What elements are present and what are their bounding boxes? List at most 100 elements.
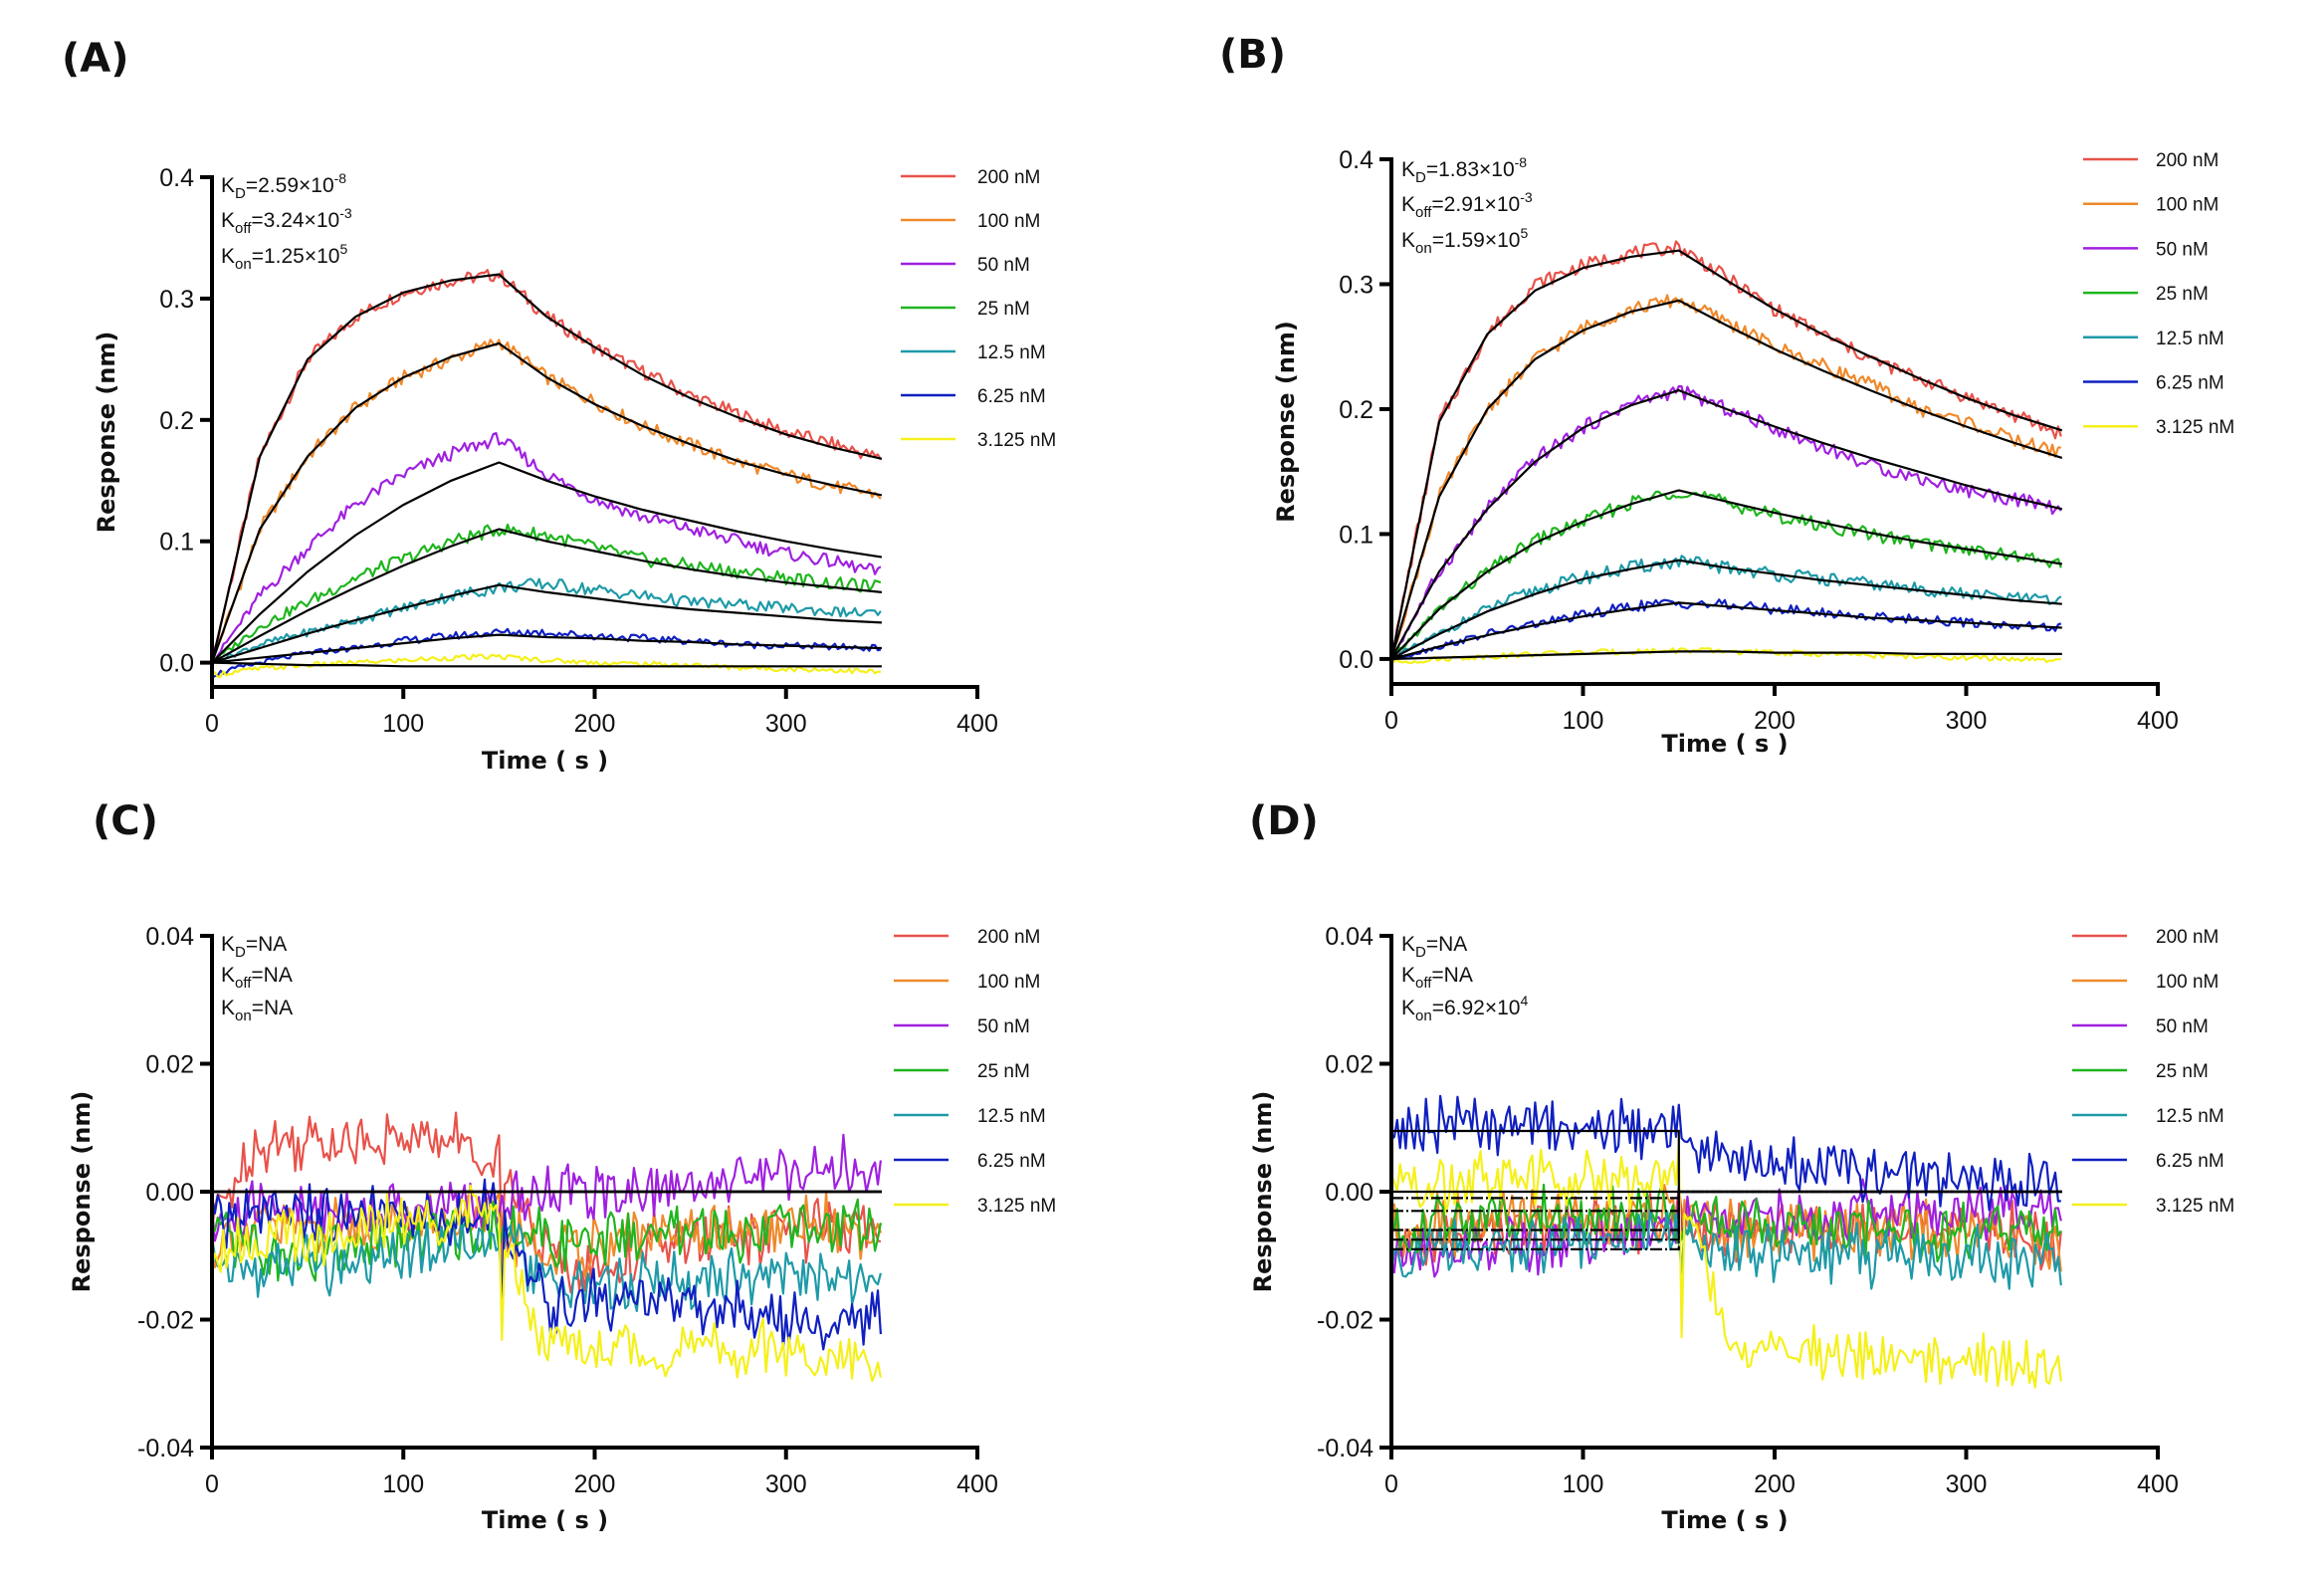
kinetic-value: =1.59×10 — [1432, 229, 1521, 252]
kinetic-symbol: K — [1401, 997, 1415, 1019]
x-tick-label: 300 — [765, 710, 807, 738]
kinetic-subscript: D — [1415, 169, 1426, 186]
x-tick-label: 100 — [382, 710, 424, 738]
fit-line-12-5-nM — [1391, 1190, 2062, 1200]
series-line-25-nM — [1390, 490, 2062, 659]
panel-label: (A) — [62, 36, 129, 82]
series-line-6-25-nM — [210, 1178, 882, 1351]
kinetic-value: =1.25×10 — [252, 245, 340, 268]
kinetic-value: =2.91×10 — [1431, 193, 1520, 216]
x-axis-title: Time ( s ) — [482, 1506, 608, 1534]
legend-label: 200 nM — [2156, 150, 2218, 171]
y-tick-label: -0.04 — [137, 1435, 194, 1462]
kinetic-value: =1.83×10 — [1426, 158, 1515, 181]
x-tick-label: 400 — [956, 1470, 998, 1498]
y-tick-label: 0.3 — [159, 286, 194, 314]
fit-line-6-25-nM — [1391, 1129, 2062, 1194]
y-tick-label: 0.0 — [159, 650, 194, 678]
kinetic-exponent: 5 — [339, 241, 347, 257]
x-axis-title: Time ( s ) — [1661, 1506, 1788, 1534]
legend-label: 25 nM — [977, 299, 1030, 320]
series-line-200-nM — [1389, 240, 2062, 661]
y-tick-label: -0.04 — [1317, 1435, 1373, 1462]
fit-line-6-25-nM — [211, 633, 882, 664]
y-tick-label: 0.02 — [1325, 1051, 1373, 1079]
legend-label: 25 nM — [2156, 284, 2209, 305]
fit-line-50-nM — [1390, 388, 2063, 660]
x-tick-label: 400 — [2137, 707, 2179, 735]
kinetic-constant-off: Koff=2.91×10-3 — [1401, 189, 1533, 221]
fit-line-6-25-nM — [1390, 601, 2062, 660]
fit-line-200-nM — [210, 273, 883, 663]
legend-label: 6.25 nM — [977, 386, 1046, 407]
x-axis-title: Time ( s ) — [482, 747, 608, 775]
x-tick-label: 100 — [382, 1470, 424, 1498]
series-line-50-nM — [211, 432, 882, 666]
legend-label: 50 nM — [2156, 1016, 2209, 1037]
x-tick-label: 300 — [1946, 1470, 1988, 1498]
legend-label: 100 nM — [2156, 195, 2218, 216]
series-line-100-nM — [210, 1191, 882, 1278]
kinetic-exponent: -8 — [1515, 154, 1528, 170]
legend-label: 3.125 nM — [2156, 417, 2234, 438]
chart-panel-d: (D) 0 100 200 300 400 -0.04 -0.02 0.00 0.02 0.04 Ti… — [1249, 798, 2234, 1534]
series-line-3-125-nM — [210, 1184, 882, 1383]
kinetic-subscript: on — [1415, 1008, 1432, 1024]
legend-label: 100 nM — [977, 972, 1040, 993]
kinetic-value: =NA — [246, 933, 287, 956]
kinetic-value: =6.92×10 — [1432, 997, 1521, 1019]
x-tick-label: 200 — [574, 710, 616, 738]
x-tick-label: 0 — [205, 710, 219, 738]
y-tick-label: 0.2 — [159, 407, 194, 435]
series-line-200-nM — [210, 269, 882, 666]
series-line-25-nM — [211, 523, 882, 665]
kinetic-symbol: K — [1401, 229, 1415, 252]
kinetic-symbol: K — [221, 933, 235, 956]
kinetic-constant-off: Koff=NA — [221, 964, 293, 992]
kinetic-exponent: -3 — [1520, 189, 1533, 205]
legend-label: 50 nM — [977, 1016, 1030, 1037]
kinetic-exponent: -8 — [334, 170, 347, 186]
kinetic-constant-off: Koff=NA — [1401, 964, 1473, 992]
kinetic-symbol: K — [1401, 964, 1415, 987]
x-tick-label: 300 — [765, 1470, 807, 1498]
fit-line-12-5-nM — [1390, 559, 2062, 660]
kinetic-constant-on: Kon=6.92×104 — [1401, 993, 1528, 1024]
fit-line-50-nM — [211, 461, 883, 664]
x-tick-label: 0 — [205, 1470, 219, 1498]
legend-label: 6.25 nM — [2156, 373, 2224, 394]
legend-label: 6.25 nM — [977, 1151, 1046, 1172]
legend-label: 200 nM — [977, 927, 1040, 948]
fit-line-25-nM — [211, 528, 883, 664]
kinetic-value: =NA — [252, 997, 293, 1019]
legend-label: 50 nM — [2156, 239, 2209, 260]
legend-label: 200 nM — [977, 167, 1040, 188]
kinetic-constant-d: KD=NA — [1401, 933, 1467, 961]
x-tick-label: 200 — [1754, 707, 1796, 735]
kinetic-subscript: D — [235, 185, 246, 202]
y-tick-label: 0.00 — [145, 1179, 194, 1207]
fit-line-200-nM — [1389, 249, 2063, 660]
y-tick-label: -0.02 — [1317, 1307, 1373, 1335]
kinetic-value: =NA — [1426, 933, 1467, 956]
kinetic-subscript: off — [1415, 975, 1432, 992]
x-tick-label: 400 — [2137, 1470, 2179, 1498]
kinetic-symbol: K — [1401, 158, 1415, 181]
y-axis-title: Response (nm) — [1249, 1091, 1277, 1293]
series-line-200-nM — [210, 1111, 882, 1294]
kinetic-subscript: off — [1415, 204, 1432, 221]
kinetic-symbol: K — [221, 964, 235, 987]
kinetic-constant-d: KD=1.83×10-8 — [1401, 154, 1527, 186]
x-tick-label: 200 — [1754, 1470, 1796, 1498]
kinetic-exponent: 4 — [1520, 993, 1528, 1009]
kinetic-value: =3.24×10 — [251, 209, 339, 232]
kinetic-symbol: K — [1401, 193, 1415, 216]
series-line-3-125-nM — [211, 653, 882, 679]
legend-label: 100 nM — [2156, 972, 2218, 993]
kinetic-subscript: off — [235, 975, 252, 992]
kinetic-constant-on: Kon=1.59×105 — [1401, 225, 1528, 257]
kinetic-subscript: off — [235, 220, 252, 237]
legend-label: 12.5 nM — [977, 1106, 1046, 1127]
fit-line-3-125-nM — [211, 661, 882, 668]
legend-label: 6.25 nM — [2156, 1151, 2224, 1172]
